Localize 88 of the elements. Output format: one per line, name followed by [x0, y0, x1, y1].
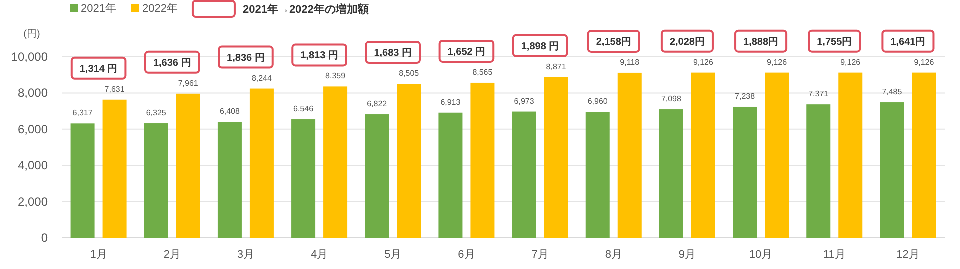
bar	[397, 84, 422, 238]
y-tick-label: 2,000	[18, 194, 48, 209]
data-label: 6,408	[220, 107, 241, 116]
data-label: 6,317	[72, 108, 94, 118]
bar	[438, 112, 463, 238]
annotation: 1,314 円	[80, 64, 118, 75]
data-label: 9,126	[767, 58, 788, 67]
annotation-box: 2,158円	[587, 30, 640, 53]
annotation-box: 1,888円	[734, 30, 788, 53]
bar	[218, 122, 242, 238]
bar	[470, 82, 495, 238]
data-label: 7,485	[882, 88, 903, 97]
bar	[70, 124, 95, 238]
y-tick-label: 8,000	[18, 86, 48, 100]
data-label: 6,325	[146, 108, 167, 118]
x-tick-label: 4月	[310, 249, 328, 261]
bar	[806, 104, 831, 238]
y-tick-label: 10,000	[11, 50, 48, 64]
x-tick-label: 1月	[90, 249, 108, 261]
x-tick-label: 11月	[823, 249, 846, 261]
bar	[586, 112, 610, 238]
annotation: 1,813 円	[300, 50, 338, 62]
data-label: 9,126	[914, 58, 935, 67]
data-label: 7,098	[661, 94, 682, 104]
bar	[250, 88, 274, 238]
bar	[544, 77, 568, 238]
y-tick-label: 6,000	[18, 122, 48, 136]
x-tick-label: 3月	[237, 249, 255, 261]
data-label: 9,126	[693, 58, 714, 67]
data-label: 8,505	[399, 69, 420, 78]
annotation-box: 2,028円	[660, 30, 714, 53]
annotation-box: 1,755円	[808, 30, 862, 53]
y-axis-title: (円)	[24, 29, 40, 40]
annotation-box: 1,836 円	[218, 46, 274, 69]
data-label: 7,961	[178, 78, 199, 88]
x-tick-label: 2月	[164, 249, 181, 261]
bar	[733, 106, 758, 238]
bar	[324, 86, 348, 238]
data-label: 6,973	[514, 96, 535, 106]
x-tick-label: 12月	[896, 249, 920, 261]
x-tick-label: 7月	[532, 249, 549, 261]
data-label: 9,118	[620, 58, 640, 67]
x-tick-label: 10月	[749, 249, 773, 261]
bar	[365, 114, 390, 238]
data-label: 6,822	[367, 100, 388, 109]
data-label: 8,565	[472, 68, 494, 77]
legend-label: 2022年	[142, 3, 178, 15]
annotation: 1,836 円	[227, 52, 265, 64]
bar	[144, 124, 168, 238]
x-tick-label: 8月	[605, 249, 622, 261]
bar	[880, 102, 904, 238]
bar	[691, 72, 716, 238]
x-tick-label: 9月	[678, 249, 696, 261]
bar	[102, 100, 127, 238]
data-label: 8,244	[252, 74, 273, 83]
data-label: 6,913	[440, 98, 462, 107]
data-label: 8,359	[326, 72, 346, 81]
annotation-box: 1,683 円	[365, 41, 422, 64]
bar	[618, 72, 642, 238]
bar	[765, 72, 790, 238]
annotation-box: 1,898 円	[512, 34, 568, 58]
annotation: 1,683 円	[374, 48, 412, 60]
data-label: 9,126	[840, 58, 862, 67]
annotation: 1,652 円	[448, 46, 486, 58]
annotation-box: 1,652 円	[438, 40, 495, 63]
x-tick-label: 5月	[384, 249, 402, 261]
data-label: 6,960	[588, 97, 608, 106]
data-label: 6,546	[294, 104, 314, 114]
legend-label: 2021年	[81, 3, 116, 15]
annotation: 1,636 円	[153, 58, 192, 69]
annotation-box: 1,813 円	[292, 44, 348, 67]
annotation-box: 1,641円	[882, 30, 935, 53]
bar	[838, 72, 863, 238]
data-label: 7,631	[104, 84, 126, 94]
data-label: 7,238	[735, 92, 756, 101]
bar	[659, 110, 684, 238]
bar	[292, 120, 316, 238]
y-tick-label: 4,000	[18, 158, 48, 173]
data-label: 7,371	[808, 90, 830, 99]
data-label: 8,871	[546, 62, 567, 72]
y-tick-label: 0	[41, 231, 48, 245]
bar	[512, 112, 536, 238]
x-tick-label: 6月	[458, 249, 476, 261]
annotation-box: 1,636 円	[144, 50, 200, 74]
text: 2021年→2022年の増加額	[242, 3, 369, 16]
annotation-box: 1,314 円	[70, 56, 127, 80]
bar	[912, 72, 936, 238]
bar	[176, 94, 200, 238]
